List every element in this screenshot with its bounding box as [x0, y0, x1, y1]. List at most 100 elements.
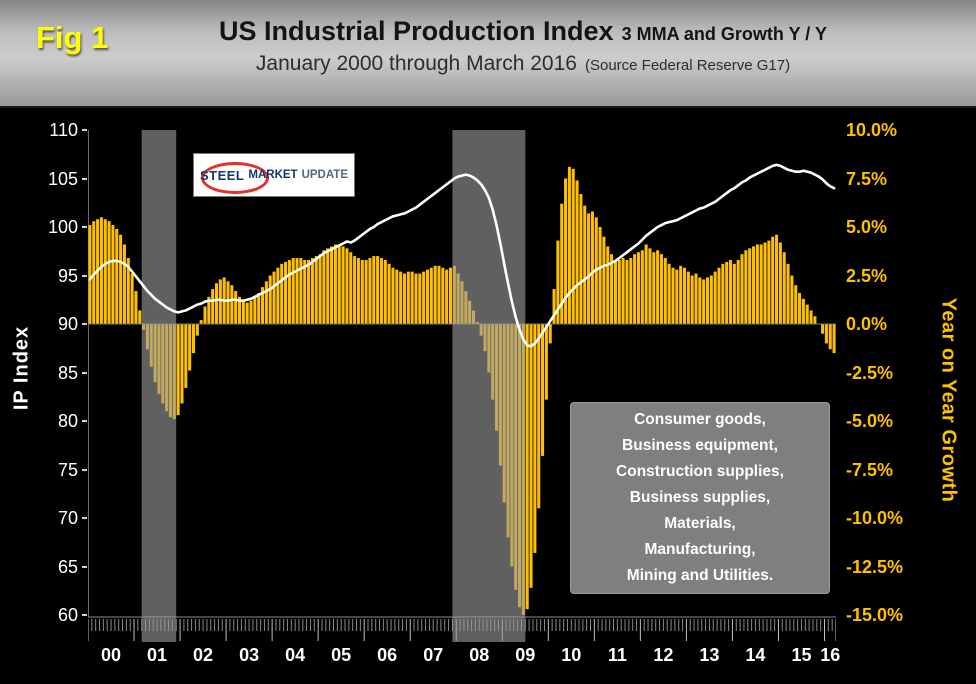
growth-bar — [379, 258, 383, 324]
growth-bar — [303, 259, 307, 324]
growth-bar — [130, 273, 134, 324]
growth-bar — [813, 316, 817, 324]
growth-bar — [191, 324, 196, 354]
subtitle-row: January 2000 through March 2016 (Source F… — [110, 52, 936, 76]
growth-bar — [138, 310, 142, 324]
year-label: 07 — [423, 645, 444, 665]
sector-note-box: Consumer goods, Business equipment, Cons… — [570, 402, 830, 594]
growth-bar — [383, 259, 387, 324]
growth-bar — [552, 289, 556, 324]
growth-bar — [786, 263, 790, 324]
growth-bar — [617, 259, 621, 324]
growth-bar — [119, 234, 123, 324]
growth-bar — [122, 244, 126, 324]
steel-market-update-logo: STEEL MARKET UPDATE — [193, 153, 355, 197]
year-label: 06 — [377, 645, 398, 665]
left-axis-tick-label: 70 — [57, 508, 78, 528]
growth-bar — [828, 324, 832, 350]
right-axis-tick-label: -5.0% — [846, 411, 894, 431]
growth-bar — [218, 279, 222, 324]
growth-bar — [422, 271, 426, 324]
growth-bar — [782, 252, 786, 324]
growth-bar — [698, 277, 702, 324]
growth-bar — [805, 304, 809, 324]
left-axis-tick-mark — [82, 323, 87, 325]
growth-bar — [705, 277, 710, 324]
growth-bar — [238, 296, 242, 324]
left-axis-tick-label: 110 — [49, 120, 78, 140]
year-label: 16 — [820, 645, 841, 665]
growth-bar — [307, 259, 311, 324]
growth-bar — [644, 244, 648, 324]
sector-note-line: Business equipment, — [622, 437, 778, 454]
growth-bar — [195, 324, 199, 336]
growth-bar — [755, 244, 759, 324]
year-label: 05 — [331, 645, 352, 665]
growth-bar — [214, 283, 219, 324]
growth-bar — [640, 250, 644, 324]
left-axis-tick-mark — [82, 420, 87, 422]
sector-note-line: Manufacturing, — [644, 541, 756, 558]
growth-bar — [276, 267, 280, 324]
left-axis-tick-label: 105 — [47, 168, 78, 189]
growth-bar — [736, 259, 740, 324]
growth-bar — [115, 228, 119, 324]
left-axis-tick-mark — [82, 274, 87, 277]
growth-bar — [299, 258, 303, 324]
growth-bar — [99, 217, 103, 324]
growth-bar — [425, 269, 429, 324]
growth-bar — [824, 324, 828, 344]
growth-bar — [207, 296, 211, 324]
growth-bar — [560, 203, 564, 324]
ip-index-line — [88, 163, 836, 348]
left-axis-tick-label: 65 — [57, 556, 78, 577]
growth-bar — [663, 258, 667, 324]
growth-bar — [326, 248, 330, 324]
growth-bar — [621, 258, 625, 324]
growth-bar — [740, 254, 744, 324]
growth-bar — [583, 205, 587, 324]
growth-bar — [752, 246, 756, 324]
growth-bar — [134, 291, 138, 324]
left-axis-tick-mark — [82, 226, 87, 228]
growth-bar — [713, 271, 717, 324]
growth-bar — [249, 300, 253, 324]
sector-note-line: Construction supplies, — [616, 463, 784, 480]
logo-swoosh-icon — [201, 162, 269, 194]
growth-bar — [732, 263, 736, 324]
growth-bar — [126, 258, 130, 324]
growth-bar — [763, 242, 767, 324]
left-axis-tick-label: 60 — [57, 605, 78, 625]
growth-bar — [525, 324, 529, 610]
growth-bar — [287, 259, 291, 324]
growth-bar — [272, 271, 276, 324]
growth-bar — [368, 258, 372, 324]
growth-bar — [728, 259, 733, 324]
sector-note-line: Consumer goods, — [634, 411, 766, 428]
growth-bar — [353, 256, 357, 324]
growth-bar — [395, 269, 399, 324]
growth-bar — [180, 324, 184, 404]
growth-bar — [801, 298, 805, 324]
left-axis-tick-label: 90 — [57, 314, 78, 334]
growth-bar — [103, 219, 107, 324]
growth-bar — [211, 289, 215, 324]
year-label: 00 — [100, 645, 122, 665]
year-label: 04 — [285, 645, 306, 665]
left-axis-tick-label: 80 — [57, 411, 78, 431]
growth-bar — [648, 248, 652, 324]
growth-bar — [341, 246, 345, 324]
growth-bar — [441, 267, 445, 324]
growth-bar — [245, 302, 249, 324]
year-label: 03 — [239, 645, 260, 665]
growth-bar — [671, 267, 675, 324]
right-axis-tick-label: -10.0% — [846, 508, 904, 528]
growth-bar — [261, 287, 265, 324]
growth-bar — [590, 211, 594, 324]
growth-bar — [775, 234, 779, 324]
growth-bar — [771, 236, 775, 324]
right-axis-tick-label: 5.0% — [846, 217, 888, 237]
year-label: 08 — [469, 645, 490, 665]
right-axis-tick-label: -2.5% — [846, 362, 894, 383]
logo-word-market: MARKET — [248, 169, 298, 181]
